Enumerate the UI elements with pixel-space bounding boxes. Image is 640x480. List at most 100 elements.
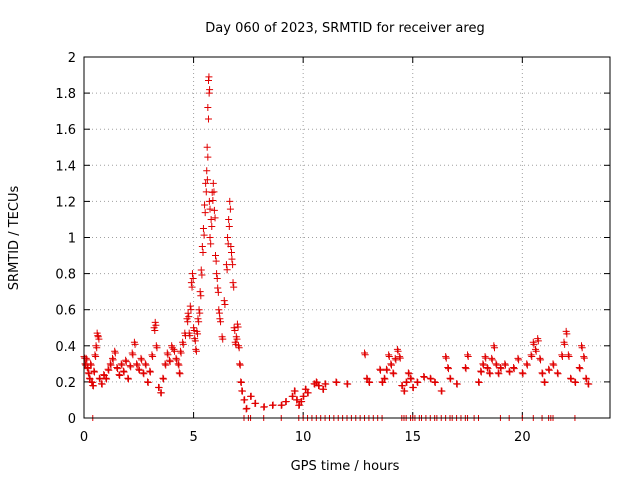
data-point xyxy=(315,382,323,390)
data-point xyxy=(98,380,106,388)
data-point xyxy=(95,335,103,343)
data-point xyxy=(376,365,384,373)
data-point xyxy=(247,392,255,400)
data-point xyxy=(564,351,572,359)
data-point xyxy=(214,288,222,296)
data-point xyxy=(114,365,122,373)
data-point xyxy=(212,252,219,260)
data-point xyxy=(583,375,591,383)
data-point xyxy=(382,365,390,373)
data-point xyxy=(550,361,558,369)
data-point xyxy=(381,375,389,383)
data-point xyxy=(396,353,404,361)
data-point xyxy=(157,389,165,397)
data-point xyxy=(565,352,573,360)
data-point xyxy=(383,366,391,374)
data-point xyxy=(427,375,435,383)
data-point xyxy=(173,356,181,364)
data-point xyxy=(146,368,154,376)
data-point xyxy=(571,378,579,386)
data-point xyxy=(195,318,203,326)
data-point xyxy=(206,205,214,213)
data-point xyxy=(484,365,492,373)
data-point xyxy=(209,196,217,204)
data-point xyxy=(558,352,566,360)
data-point xyxy=(549,360,557,368)
data-point xyxy=(304,389,312,397)
data-point xyxy=(486,370,494,378)
y-tick-label: 1.6 xyxy=(55,123,76,138)
data-point xyxy=(506,368,514,376)
data-point xyxy=(477,368,485,376)
data-point xyxy=(392,356,400,364)
data-point xyxy=(378,378,386,386)
data-point xyxy=(217,318,225,326)
data-point xyxy=(333,378,341,386)
data-point xyxy=(539,370,547,378)
data-point xyxy=(213,274,221,282)
data-point xyxy=(127,363,135,371)
data-point xyxy=(129,351,137,359)
data-point xyxy=(192,347,200,355)
data-point xyxy=(206,86,214,94)
data-point xyxy=(138,356,146,364)
x-axis-label: GPS time / hours xyxy=(291,459,400,474)
data-point xyxy=(195,306,203,314)
data-point xyxy=(162,361,170,369)
data-point xyxy=(322,380,330,388)
data-point xyxy=(282,398,290,406)
y-axis-label: SRMTID / TECUs xyxy=(7,186,22,291)
data-point xyxy=(530,340,538,348)
data-point xyxy=(572,378,580,386)
data-point xyxy=(161,360,169,368)
data-point xyxy=(563,330,571,338)
data-point xyxy=(398,382,406,390)
data-point xyxy=(177,349,185,357)
data-point xyxy=(155,384,163,392)
data-point xyxy=(420,372,428,380)
data-point xyxy=(224,234,232,241)
data-point xyxy=(444,365,452,373)
data-point xyxy=(175,361,183,369)
data-point xyxy=(105,366,113,374)
data-point xyxy=(523,360,531,368)
grid-lines xyxy=(84,57,610,418)
data-point xyxy=(122,358,130,366)
data-point xyxy=(227,243,235,251)
data-point xyxy=(260,403,268,411)
data-point xyxy=(95,374,103,382)
data-point xyxy=(291,387,299,395)
data-point xyxy=(389,369,397,377)
data-point xyxy=(312,378,320,386)
data-point xyxy=(128,349,136,357)
data-point xyxy=(567,375,575,383)
data-point xyxy=(148,351,156,359)
data-point xyxy=(188,283,196,291)
data-point xyxy=(464,352,472,360)
data-point xyxy=(344,380,352,388)
data-point xyxy=(545,365,553,373)
x-tick-label: 15 xyxy=(404,430,421,445)
data-point xyxy=(490,344,498,352)
data-point xyxy=(229,261,237,269)
data-point xyxy=(528,352,536,360)
data-point xyxy=(87,361,95,369)
data-point xyxy=(144,378,152,386)
data-point xyxy=(226,197,234,205)
y-tick-label: 2 xyxy=(68,51,76,66)
data-point xyxy=(203,176,211,184)
data-point xyxy=(187,306,195,314)
data-point xyxy=(442,354,450,362)
data-point xyxy=(231,326,239,334)
data-point xyxy=(87,360,95,368)
data-point xyxy=(116,372,124,380)
data-point xyxy=(142,361,150,369)
data-point xyxy=(184,309,192,317)
data-point xyxy=(482,354,490,362)
data-point xyxy=(103,375,111,383)
data-point xyxy=(163,349,171,357)
data-point xyxy=(144,378,152,386)
data-point xyxy=(198,243,206,251)
data-point xyxy=(236,361,244,369)
